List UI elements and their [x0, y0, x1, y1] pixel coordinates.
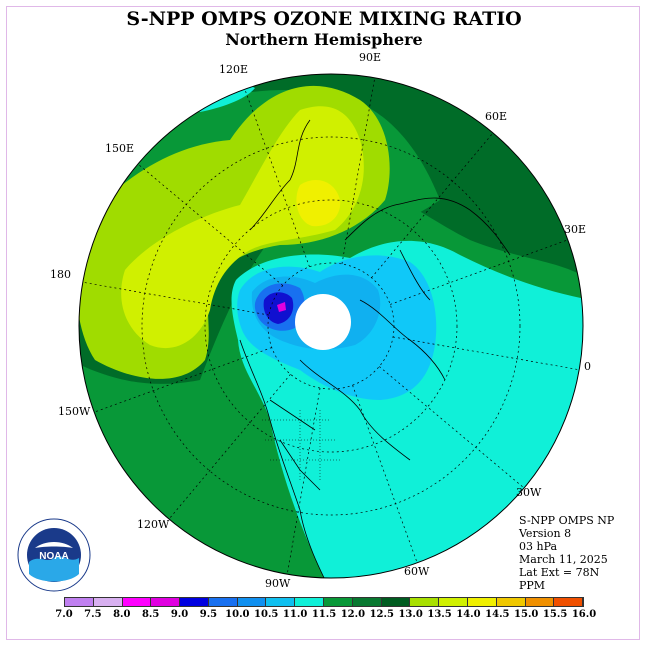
colorbar-tick-label: 8.5 [141, 609, 160, 620]
colorbar-swatch [439, 598, 468, 606]
colorbar-swatch [554, 598, 584, 606]
meridian-line [286, 387, 321, 575]
meridian-line [94, 347, 272, 413]
meridian-line [379, 366, 525, 489]
map-subtitle: Northern Hemisphere [225, 30, 423, 49]
info-version: Version 8 [519, 527, 572, 540]
colorbar-swatch [381, 598, 411, 606]
colorbar-tick-label: 14.5 [485, 609, 510, 620]
lon-label-90e: 90E [359, 51, 382, 64]
colorbar-tick-label: 12.0 [340, 609, 366, 620]
meridian-line [341, 77, 376, 265]
colorbar-swatch [122, 598, 152, 606]
meridian-line [137, 163, 283, 286]
lon-label-0: 0 [584, 360, 591, 373]
colorbar-swatch [410, 598, 440, 606]
contour-13-0 [121, 106, 364, 349]
contour-13-5 [296, 180, 341, 227]
info-units: PPM [519, 579, 546, 592]
colorbar-swatch [180, 598, 209, 606]
info-lat-extent: Lat Ext = 78N [519, 566, 600, 579]
colorbar-swatch [324, 598, 353, 606]
product-info-block: S-NPP OMPS NP Version 8 03 hPa March 11,… [519, 514, 614, 592]
meridian-line [244, 89, 310, 267]
colorbar-swatch [93, 598, 123, 606]
colorbar-tick-label: 11.5 [311, 609, 337, 620]
colorbar-tick-label: 9.0 [170, 609, 189, 620]
info-pressure-level: 03 hPa [519, 540, 558, 553]
colorbar-swatch [467, 598, 497, 606]
colorbar-ticks: 7.0 7.5 8.0 8.5 9.0 9.5 10.0 10.5 11.0 11.5 12.0 12… [55, 609, 596, 623]
lon-label-150w: 150W [58, 405, 91, 418]
colorbar-tick-label: 15.5 [542, 609, 568, 620]
colorbar-tick-label: 14.0 [456, 609, 481, 620]
lon-label-60w: 60W [404, 565, 430, 578]
colorbar [64, 597, 584, 607]
meridian-line [390, 239, 568, 305]
colorbar-swatch [496, 598, 526, 606]
colorbar-swatch [208, 598, 238, 606]
colorbar-swatch [525, 598, 555, 606]
meridian-line [168, 374, 291, 520]
colorbar-swatch [295, 598, 325, 606]
colorbar-tick-label: 7.5 [84, 609, 102, 620]
colorbar-swatch [151, 598, 181, 606]
meridian-line [352, 385, 418, 563]
colorbar-tick-label: 8.0 [113, 609, 131, 620]
colorbar-tick-label: 13.0 [398, 609, 423, 620]
noaa-logo: NOAA [17, 518, 91, 592]
lon-label-30e: 30E [564, 223, 587, 236]
colorbar-swatch [237, 598, 267, 606]
lon-label-120e: 120E [219, 63, 249, 76]
colorbar-tick-label: 15.0 [514, 609, 539, 620]
lon-label-90w: 90W [265, 577, 291, 590]
colorbar-swatch [266, 598, 296, 606]
lon-label-150e: 150E [105, 142, 135, 155]
colorbar-tick-label: 13.5 [427, 609, 452, 620]
lon-label-60e: 60E [485, 110, 508, 123]
colorbar-tick-label: 16.0 [571, 609, 597, 620]
lon-label-120w: 120W [137, 518, 170, 531]
lon-label-30w: 30W [516, 486, 542, 499]
colorbar-swatch [65, 598, 94, 606]
colorbar-tick-label: 11.0 [282, 609, 308, 620]
map-title: S-NPP OMPS OZONE MIXING RATIO [126, 8, 522, 30]
colorbar-tick-label: 10.0 [225, 609, 250, 620]
colorbar-swatch [352, 598, 382, 606]
colorbar-tick-label: 10.5 [254, 609, 279, 620]
noaa-logo-text: NOAA [39, 551, 68, 562]
colorbar-tick-label: 12.5 [369, 609, 394, 620]
meridian-line [392, 336, 580, 371]
colorbar-tick-label: 7.0 [55, 609, 73, 620]
contour-8-5 [277, 302, 286, 312]
meridian-line [371, 132, 494, 278]
info-date: March 11, 2025 [519, 553, 608, 566]
colorbar-tick-label: 9.5 [199, 609, 218, 620]
info-instrument: S-NPP OMPS NP [519, 514, 615, 527]
lon-label-180: 180 [50, 268, 71, 281]
meridian-line [82, 281, 270, 316]
page-frame [6, 6, 640, 640]
pole-no-data [295, 294, 351, 350]
